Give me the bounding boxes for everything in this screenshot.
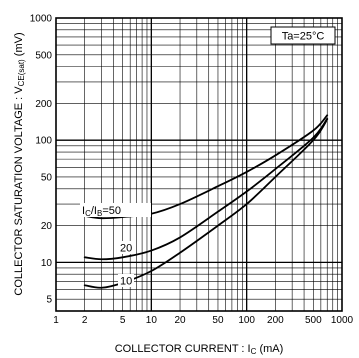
condition-box: Ta=25°C	[270, 26, 336, 45]
series-label-2: 20	[120, 243, 132, 255]
y-tick-label-2: 20	[41, 221, 53, 232]
series-label-1: IC/IB=50	[82, 205, 121, 218]
x-tick-label-8: 500	[305, 315, 322, 326]
series-label-2-bg	[118, 241, 134, 254]
y-tick-label-7: 1000	[30, 14, 53, 25]
y-tick-label-6: 500	[35, 50, 52, 61]
x-axis-title: COLLECTOR CURRENT : IC (mA)	[115, 343, 284, 356]
condition-label: Ta=25°C	[282, 31, 325, 43]
x-tick-labels: 1 2 5 10 20 50 100 200 500 1000	[53, 315, 353, 326]
series-line-3	[83, 118, 329, 289]
plot-frame	[55, 17, 343, 312]
series-label-3-bg	[118, 274, 134, 287]
x-tick-label-9: 1000	[331, 315, 354, 326]
x-tick-label-0: 1	[53, 315, 59, 326]
x-tick-label-5: 50	[212, 315, 224, 326]
y-tick-label-1: 10	[41, 258, 53, 269]
grid	[56, 18, 342, 311]
condition-box-frame	[270, 26, 336, 45]
series-lines	[83, 114, 329, 289]
x-tick-label-1: 2	[82, 315, 88, 326]
x-tick-label-4: 20	[174, 315, 186, 326]
series-label-1-bg	[80, 203, 151, 217]
x-tick-label-3: 10	[146, 315, 158, 326]
y-tick-label-5: 200	[35, 99, 52, 110]
x-tick-label-6: 100	[238, 315, 255, 326]
series-line-1	[83, 114, 329, 220]
y-tick-labels: 5 10 20 50 100 200 500 1000	[30, 14, 53, 306]
y-tick-label-3: 50	[41, 172, 53, 183]
series-labels: IC/IB=50 20 10	[80, 203, 151, 288]
y-tick-label-0: 5	[46, 295, 52, 306]
series-label-3: 10	[120, 276, 132, 288]
x-tick-label-2: 5	[120, 315, 126, 326]
y-tick-label-4: 100	[35, 136, 52, 147]
series-line-2	[83, 117, 329, 261]
x-tick-label-7: 200	[267, 315, 284, 326]
y-axis-title: COLLECTOR SATURATION VOLTAGE : VCE(sat) …	[13, 32, 26, 295]
